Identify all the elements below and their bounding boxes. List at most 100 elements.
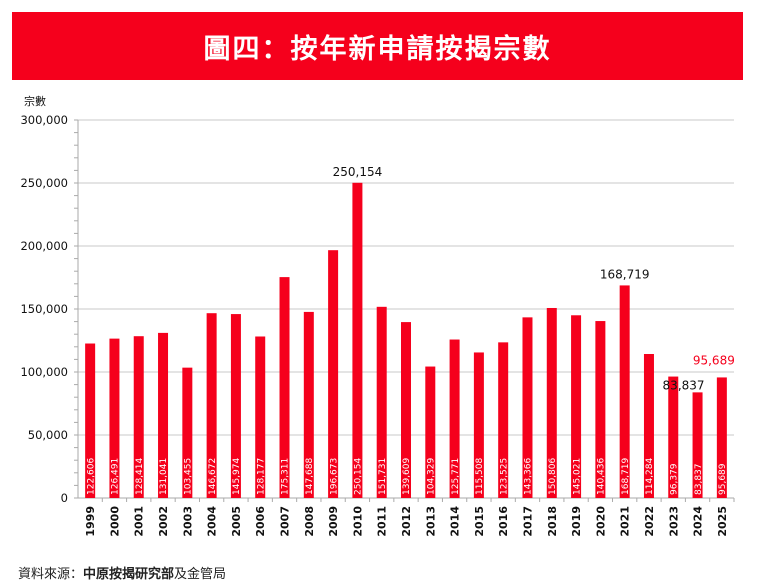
bar-2002 <box>158 332 169 498</box>
x-tick-label: 2004 <box>206 506 219 537</box>
x-tick-label: 2015 <box>473 506 486 537</box>
x-tick-label: 2011 <box>376 506 389 537</box>
bar-value-label: 140,436 <box>597 458 607 495</box>
x-tick-label: 2020 <box>594 506 607 537</box>
x-tick-label: 2019 <box>570 506 583 537</box>
bar-value-label: 131,041 <box>159 458 169 495</box>
bar-value-label: 150,806 <box>548 458 558 495</box>
source-note: 資料來源：中原按揭研究部及金管局 <box>18 563 226 582</box>
source-bold: 中原按揭研究部 <box>83 567 175 582</box>
bar-2025 <box>716 377 727 498</box>
bar-2013 <box>425 366 436 498</box>
annotation-2021: 168,719 <box>600 267 650 281</box>
bar-2014 <box>449 339 460 498</box>
bar-2010 <box>352 182 363 498</box>
bar-value-label: 196,673 <box>329 458 339 495</box>
x-tick-label: 2025 <box>716 506 729 537</box>
bar-value-label: 115,508 <box>475 458 485 495</box>
bar-value-label: 145,974 <box>232 458 242 495</box>
bar-1999 <box>85 343 96 498</box>
x-tick-label: 2005 <box>230 506 243 537</box>
bar-value-label: 122,606 <box>86 458 96 495</box>
bar-2003 <box>182 367 193 498</box>
y-tick-label: 250,000 <box>20 176 68 190</box>
x-tick-label: 2017 <box>521 506 534 537</box>
bar-2007 <box>279 277 290 498</box>
bar-2023 <box>668 376 679 498</box>
x-tick-label: 2006 <box>254 506 267 537</box>
bar-2019 <box>571 315 582 498</box>
bar-2018 <box>546 307 557 498</box>
y-tick-label: 150,000 <box>20 302 68 316</box>
x-tick-label: 2022 <box>643 506 656 537</box>
x-tick-label: 2009 <box>327 506 340 537</box>
bar-value-label: 168,719 <box>621 458 631 495</box>
bar-2012 <box>401 322 411 498</box>
bar-value-label: 139,609 <box>402 458 412 495</box>
bar-value-label: 128,414 <box>135 458 145 495</box>
bar-2021 <box>619 285 630 498</box>
bar-2015 <box>473 352 484 498</box>
bar-value-label: 147,688 <box>305 458 315 495</box>
bar-value-label: 123,525 <box>499 458 509 495</box>
title-banner: 圖四：按年新申請按揭宗數 <box>12 12 743 80</box>
x-tick-label: 2023 <box>667 506 680 537</box>
y-tick-label: 200,000 <box>20 239 68 253</box>
x-tick-label: 2008 <box>303 506 316 537</box>
bar-value-label: 151,731 <box>378 458 388 495</box>
bar-2009 <box>328 250 339 498</box>
bar-value-label: 114,284 <box>645 458 655 495</box>
bar-2000 <box>109 338 120 498</box>
bar-value-label: 146,672 <box>208 458 218 495</box>
bar-2020 <box>595 321 606 498</box>
bar-2006 <box>255 336 266 498</box>
annotation-2024: 83,837 <box>663 378 705 392</box>
y-axis-label: 宗數 <box>24 95 46 108</box>
annotation-2010: 250,154 <box>333 165 383 179</box>
bar-2024 <box>692 392 703 498</box>
bar-value-label: 104,329 <box>426 458 436 495</box>
bar-2017 <box>522 317 533 498</box>
x-tick-label: 2014 <box>449 506 462 537</box>
y-tick-label: 300,000 <box>20 113 68 127</box>
y-tick-label: 100,000 <box>20 365 68 379</box>
x-tick-label: 2021 <box>619 506 632 537</box>
x-tick-label: 1999 <box>84 506 97 537</box>
y-tick-label: 50,000 <box>28 428 68 442</box>
bar-value-label: 128,177 <box>256 458 266 495</box>
bar-value-label: 83,837 <box>694 464 704 496</box>
bar-2005 <box>230 314 241 498</box>
annotation-2025: 95,689 <box>693 353 735 367</box>
bar-value-label: 175,311 <box>281 458 291 495</box>
x-tick-label: 2010 <box>351 506 364 537</box>
bar-value-label: 250,154 <box>354 458 364 495</box>
x-tick-label: 2024 <box>692 506 705 537</box>
x-tick-label: 2001 <box>133 506 146 537</box>
bar-value-label: 96,379 <box>669 463 679 495</box>
bar-value-label: 125,771 <box>451 458 461 495</box>
x-tick-label: 2016 <box>497 506 510 537</box>
y-tick-label: 0 <box>61 491 68 505</box>
bar-2004 <box>206 313 217 498</box>
bar-2016 <box>498 342 509 498</box>
bar-value-label: 145,021 <box>572 458 582 495</box>
x-tick-label: 2013 <box>424 506 437 537</box>
x-tick-label: 2003 <box>181 506 194 537</box>
bar-2008 <box>303 311 314 498</box>
x-tick-label: 2000 <box>108 506 121 537</box>
bar-value-label: 95,689 <box>718 463 728 495</box>
x-tick-label: 2018 <box>546 506 559 537</box>
bar-2011 <box>376 306 387 498</box>
bar-value-label: 126,491 <box>111 458 121 495</box>
bar-2001 <box>133 336 144 498</box>
source-prefix: 資料來源： <box>18 567 84 582</box>
bar-value-label: 103,455 <box>184 458 194 495</box>
chart-title: 圖四：按年新申請按揭宗數 <box>203 33 552 65</box>
bar-value-label: 143,366 <box>524 458 534 495</box>
source-suffix: 及金管局 <box>174 567 227 582</box>
x-tick-label: 2012 <box>400 506 413 537</box>
x-tick-label: 2007 <box>279 506 292 537</box>
bar-2022 <box>643 354 654 498</box>
x-tick-label: 2002 <box>157 506 170 537</box>
